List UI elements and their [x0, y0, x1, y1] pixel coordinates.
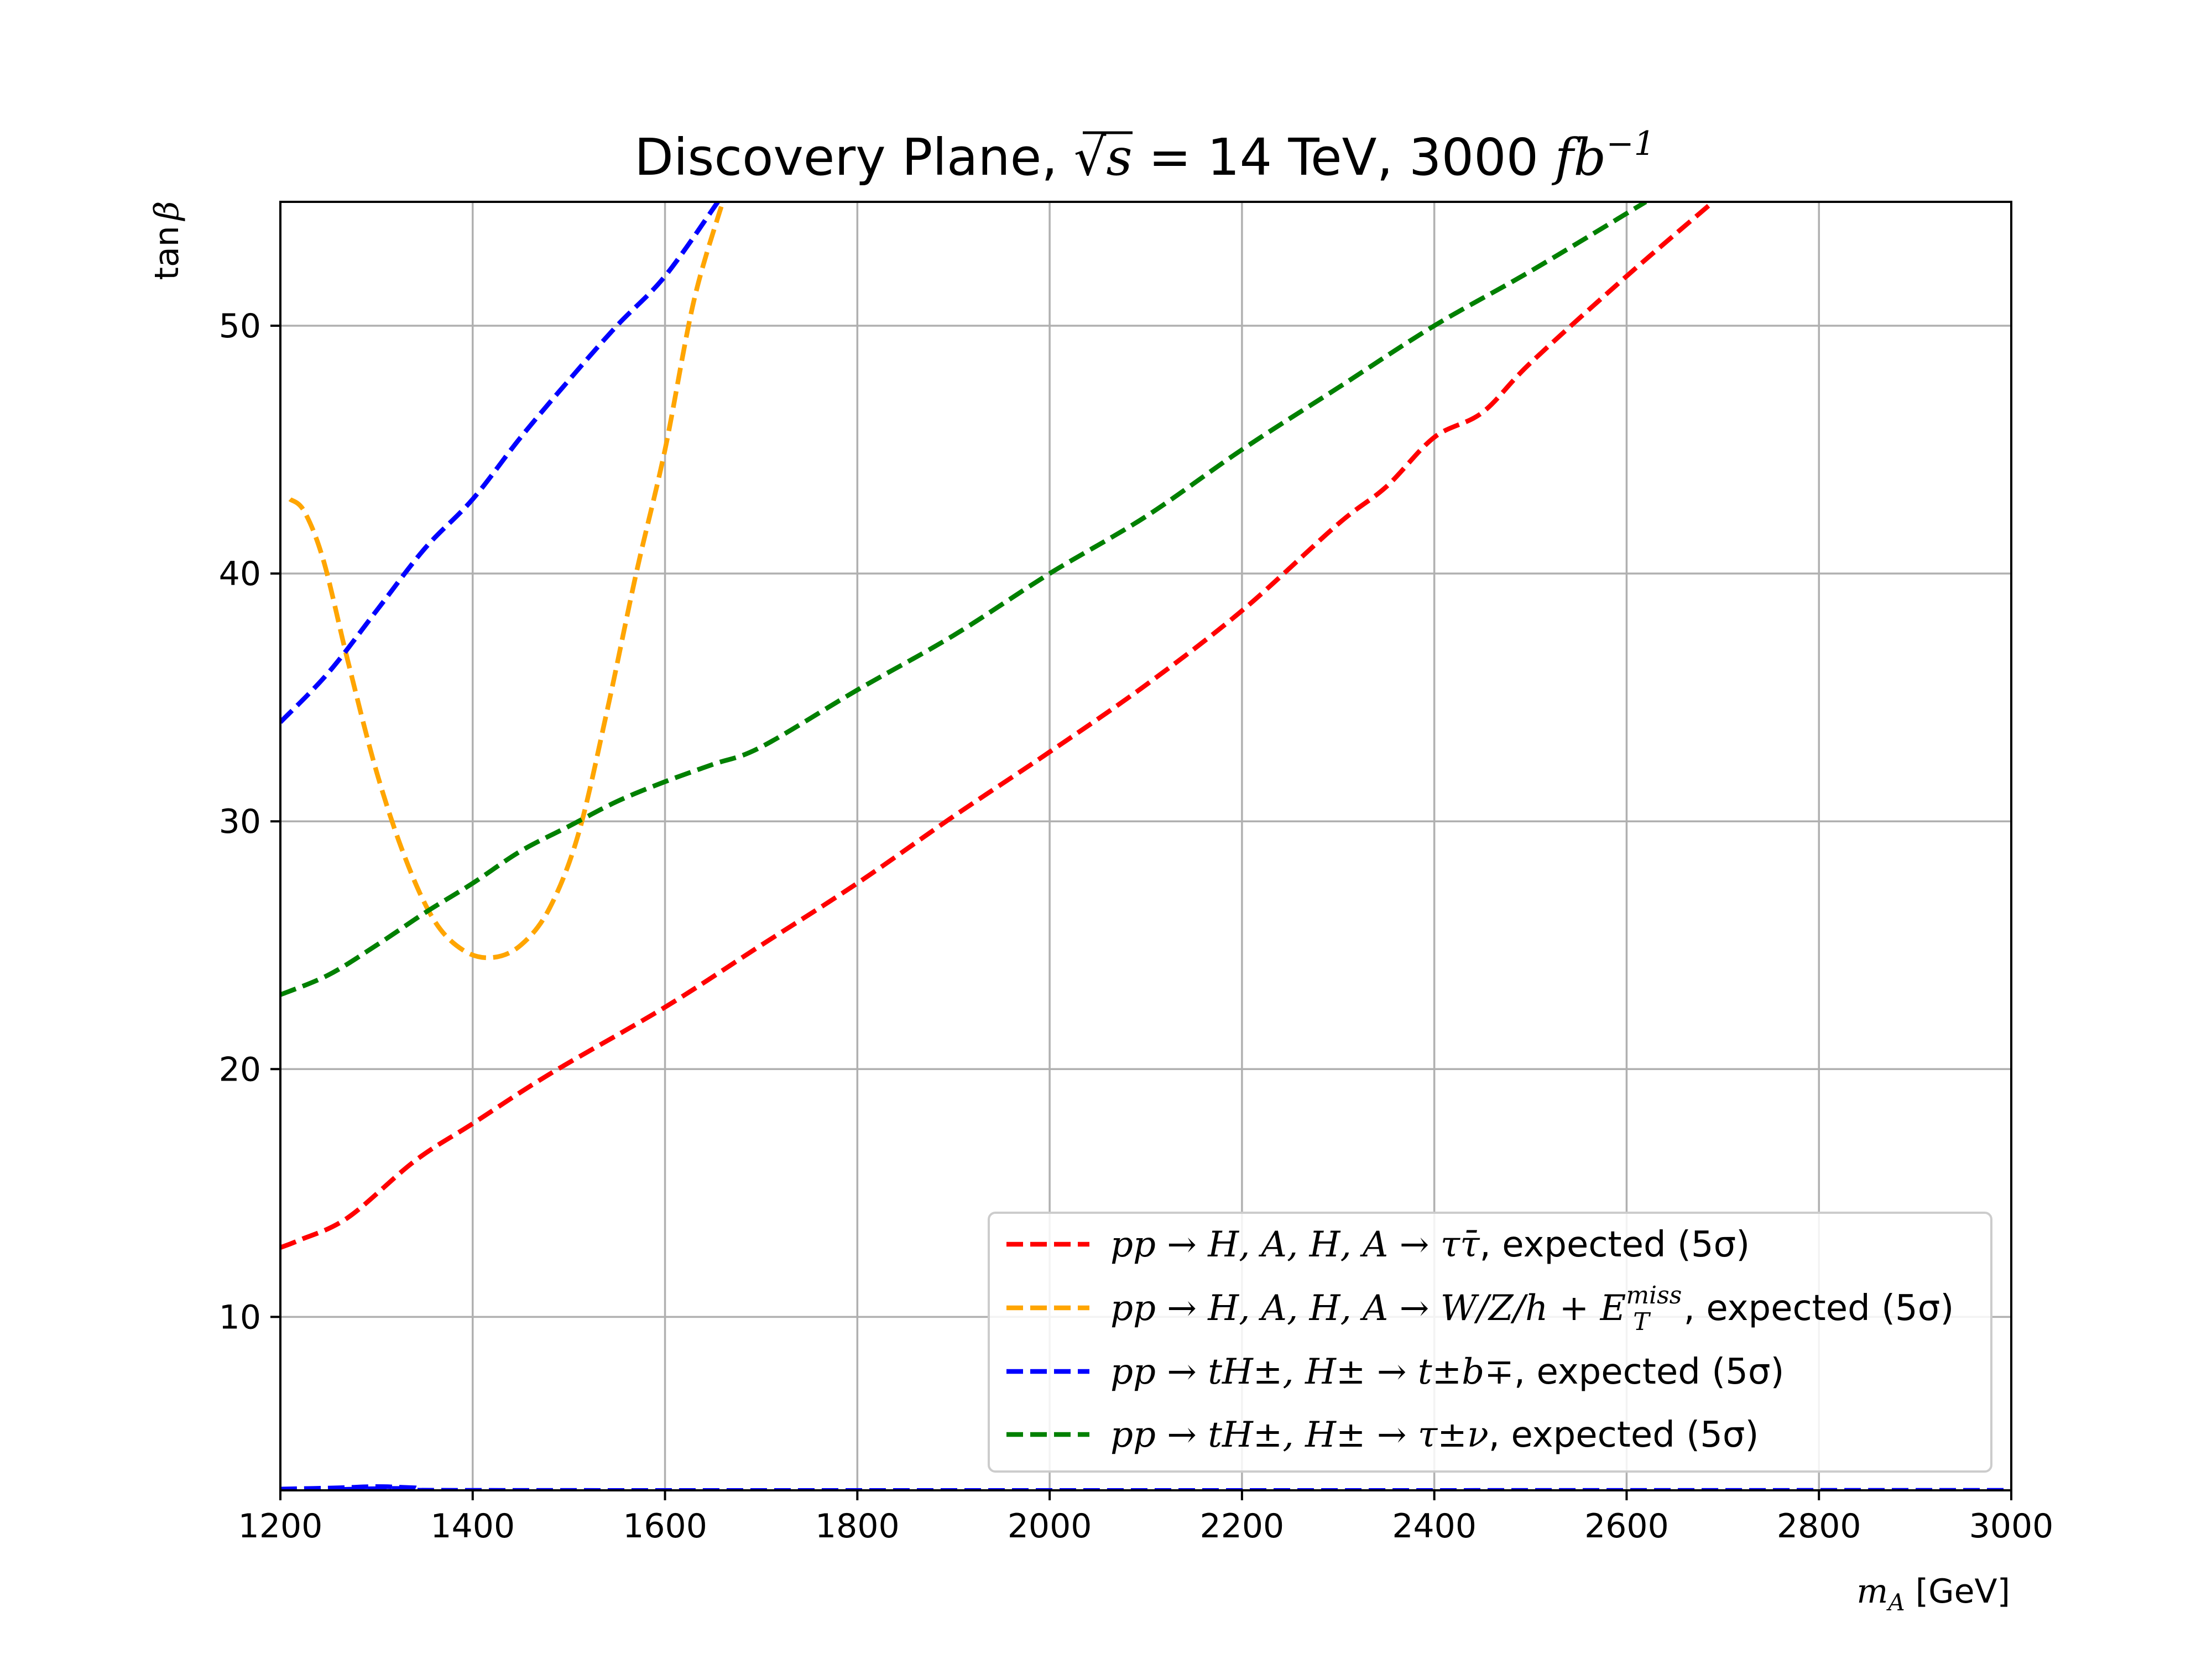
series-line-tb	[280, 202, 720, 724]
x-tick-label: 1800	[815, 1507, 900, 1546]
legend-label-wzh-met: pp → H, A, H, A → W/Z/h + Emiss T, expect…	[1110, 1281, 1954, 1336]
x-tick-label: 1600	[623, 1507, 707, 1546]
x-tick-label: 1200	[238, 1507, 323, 1546]
legend: pp → H, A, H, A → ττ̄, expected (5σ) pp …	[988, 1212, 1992, 1473]
y-axis-ticks: 10 20 30 40 50	[219, 307, 280, 1337]
y-tick-label: 30	[219, 802, 261, 841]
y-tick-label: 40	[219, 555, 261, 593]
x-tick-label: 2200	[1200, 1507, 1285, 1546]
x-tick-label: 3000	[1969, 1507, 2054, 1546]
title-fb-symbol: fb	[1551, 128, 1606, 187]
y-tick-label: 20	[219, 1050, 261, 1089]
x-tick-label: 2400	[1392, 1507, 1477, 1546]
x-axis-ticks: 1200 1400 1600 1800 2000 2200 2400 2600 2800 3000	[238, 1490, 2054, 1546]
legend-label-tautau: pp → H, A, H, A → ττ̄, expected (5σ)	[1110, 1224, 1750, 1265]
title-s-symbol: s	[1106, 128, 1132, 187]
x-tick-label: 2800	[1777, 1507, 1861, 1546]
legend-box	[988, 1212, 1992, 1473]
series-line-tautau	[280, 202, 1715, 1250]
chart-title: Discovery Plane, √s = 14 TeV, 3000 fb−1	[634, 124, 1655, 187]
plot-frame	[279, 201, 2012, 1491]
x-tick-label: 2000	[1008, 1507, 1092, 1546]
y-axis-label: tanβ	[148, 201, 186, 280]
legend-label-tb: pp → tH±, H± → t±b∓, expected (5σ)	[1110, 1352, 1784, 1392]
x-tick-label: 1400	[430, 1507, 515, 1546]
x-tick-label: 2600	[1584, 1507, 1669, 1546]
series-line-wzh-met	[288, 202, 725, 961]
legend-label-taunu: pp → tH±, H± → τ±ν, expected (5σ)	[1110, 1415, 1759, 1455]
y-tick-label: 10	[219, 1298, 261, 1337]
title-exponent: −1	[1606, 124, 1655, 163]
series-line-taunu	[280, 202, 1647, 997]
x-axis-label: mA [GeV]	[1856, 1572, 2010, 1616]
y-tick-label: 50	[219, 307, 261, 346]
